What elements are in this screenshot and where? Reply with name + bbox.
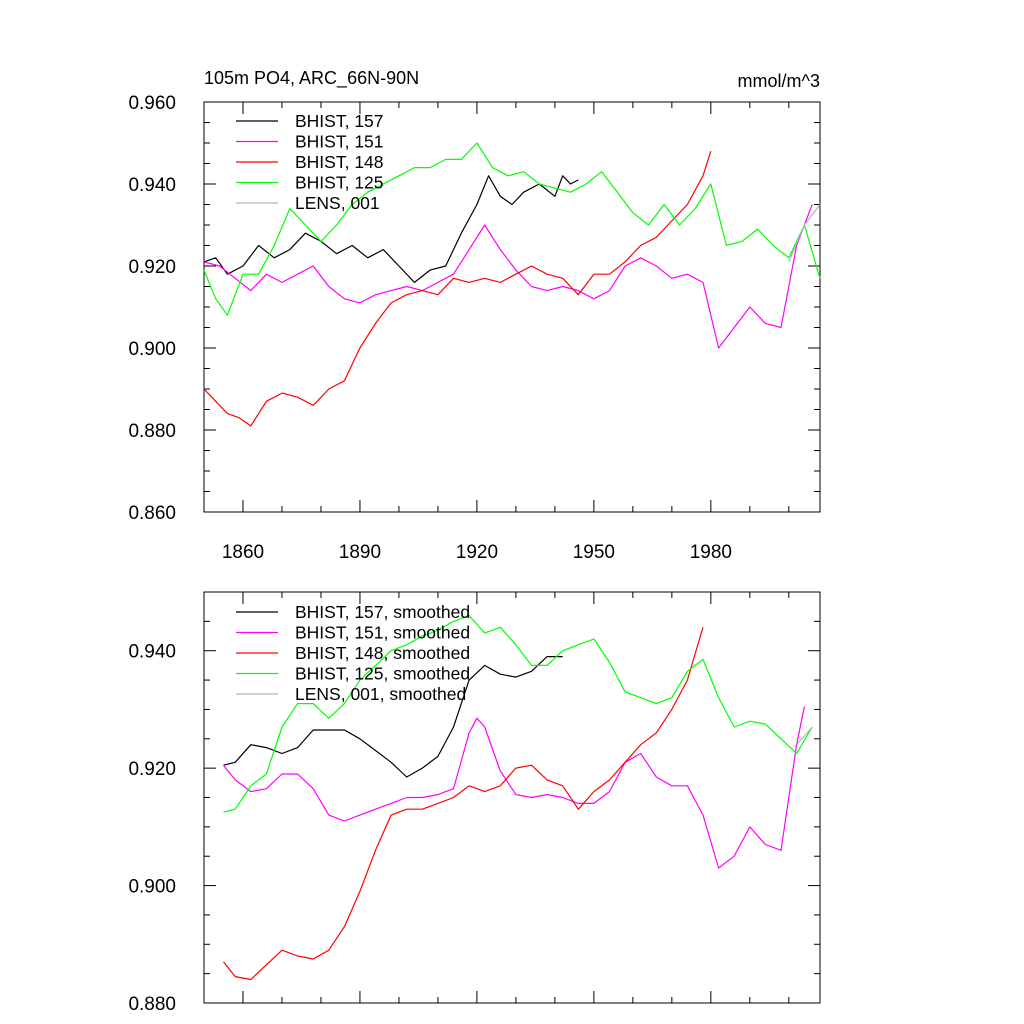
series-line-bhist-157 bbox=[203, 175, 579, 283]
series-line-lens-001 bbox=[788, 204, 821, 263]
x-tick-label: 1860 bbox=[222, 542, 264, 563]
legend-label: BHIST, 151 bbox=[295, 132, 384, 152]
legend-label: BHIST, 125, smoothed bbox=[295, 664, 470, 684]
legend-label: BHIST, 148, smoothed bbox=[295, 643, 470, 663]
y-tick-label: 0.860 bbox=[128, 503, 176, 524]
y-tick-label: 0.920 bbox=[128, 759, 176, 780]
bottom-series-lines bbox=[223, 614, 813, 981]
x-tick-label: 1920 bbox=[456, 542, 498, 563]
top-panel: 105m PO4, ARC_66N-90N mmol/m^3 1860 1890 1… bbox=[128, 68, 821, 563]
top-series-lines bbox=[203, 142, 821, 427]
y-tick-label: 0.880 bbox=[128, 421, 176, 442]
y-tick-label: 0.900 bbox=[128, 877, 176, 898]
units-label: mmol/m^3 bbox=[738, 71, 820, 91]
y-tick-label: 0.940 bbox=[128, 642, 176, 663]
series-line-bhist-151 bbox=[203, 204, 813, 349]
y-tick-label: 0.920 bbox=[128, 257, 176, 278]
series-line-bhist-157-smoothed bbox=[223, 655, 563, 778]
y-tick-label: 0.960 bbox=[128, 93, 176, 114]
series-line-bhist-125 bbox=[203, 142, 821, 316]
series-line-bhist-125-smoothed bbox=[223, 614, 813, 813]
y-tick-label: 0.940 bbox=[128, 175, 176, 196]
legend-label: BHIST, 148 bbox=[295, 152, 384, 172]
legend-label: LENS, 001 bbox=[295, 193, 380, 213]
bottom-axis-tick-labels: 0.880 0.900 0.920 0.940 bbox=[128, 642, 176, 1015]
y-tick-label: 0.900 bbox=[128, 339, 176, 360]
series-line-bhist-151-smoothed bbox=[223, 706, 805, 869]
series-line-bhist-148-smoothed bbox=[223, 627, 704, 981]
chart-title: 105m PO4, ARC_66N-90N bbox=[204, 68, 419, 89]
bottom-panel: 0.880 0.900 0.920 0.940 BHIST, 157, smoothe… bbox=[128, 591, 821, 1015]
series-line-bhist-148 bbox=[203, 151, 712, 427]
legend-label: BHIST, 125 bbox=[295, 173, 384, 193]
top-axis-ticks bbox=[204, 101, 820, 513]
bottom-axis-ticks bbox=[204, 591, 820, 1004]
series-line-lens-001-smoothed bbox=[796, 726, 813, 746]
x-tick-label: 1980 bbox=[690, 542, 732, 563]
top-axis-tick-labels: 1860 1890 1920 1950 1980 0.860 0.880 0.900 0.920… bbox=[128, 93, 732, 563]
legend-label: BHIST, 157, smoothed bbox=[295, 602, 470, 622]
legend-label: BHIST, 157 bbox=[295, 111, 384, 131]
x-tick-label: 1950 bbox=[573, 542, 615, 563]
legend-label: BHIST, 151, smoothed bbox=[295, 623, 470, 643]
legend-label: LENS, 001, smoothed bbox=[295, 684, 466, 704]
x-tick-label: 1890 bbox=[339, 542, 381, 563]
y-tick-label: 0.880 bbox=[128, 994, 176, 1015]
